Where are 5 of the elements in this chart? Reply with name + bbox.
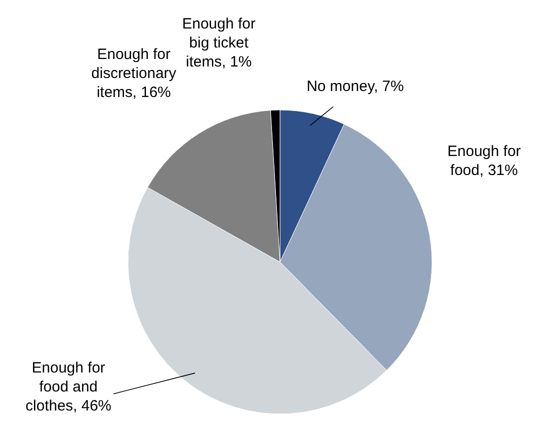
slice-label: No money, 7%	[306, 78, 404, 96]
slice-label: Enough for food and clothes, 46%	[26, 359, 112, 414]
slice-label: Enough for big ticket items, 1%	[182, 16, 256, 71]
slice-label: Enough for discretionary items, 16%	[91, 46, 177, 102]
slice-label: Enough for food, 31%	[447, 142, 521, 179]
